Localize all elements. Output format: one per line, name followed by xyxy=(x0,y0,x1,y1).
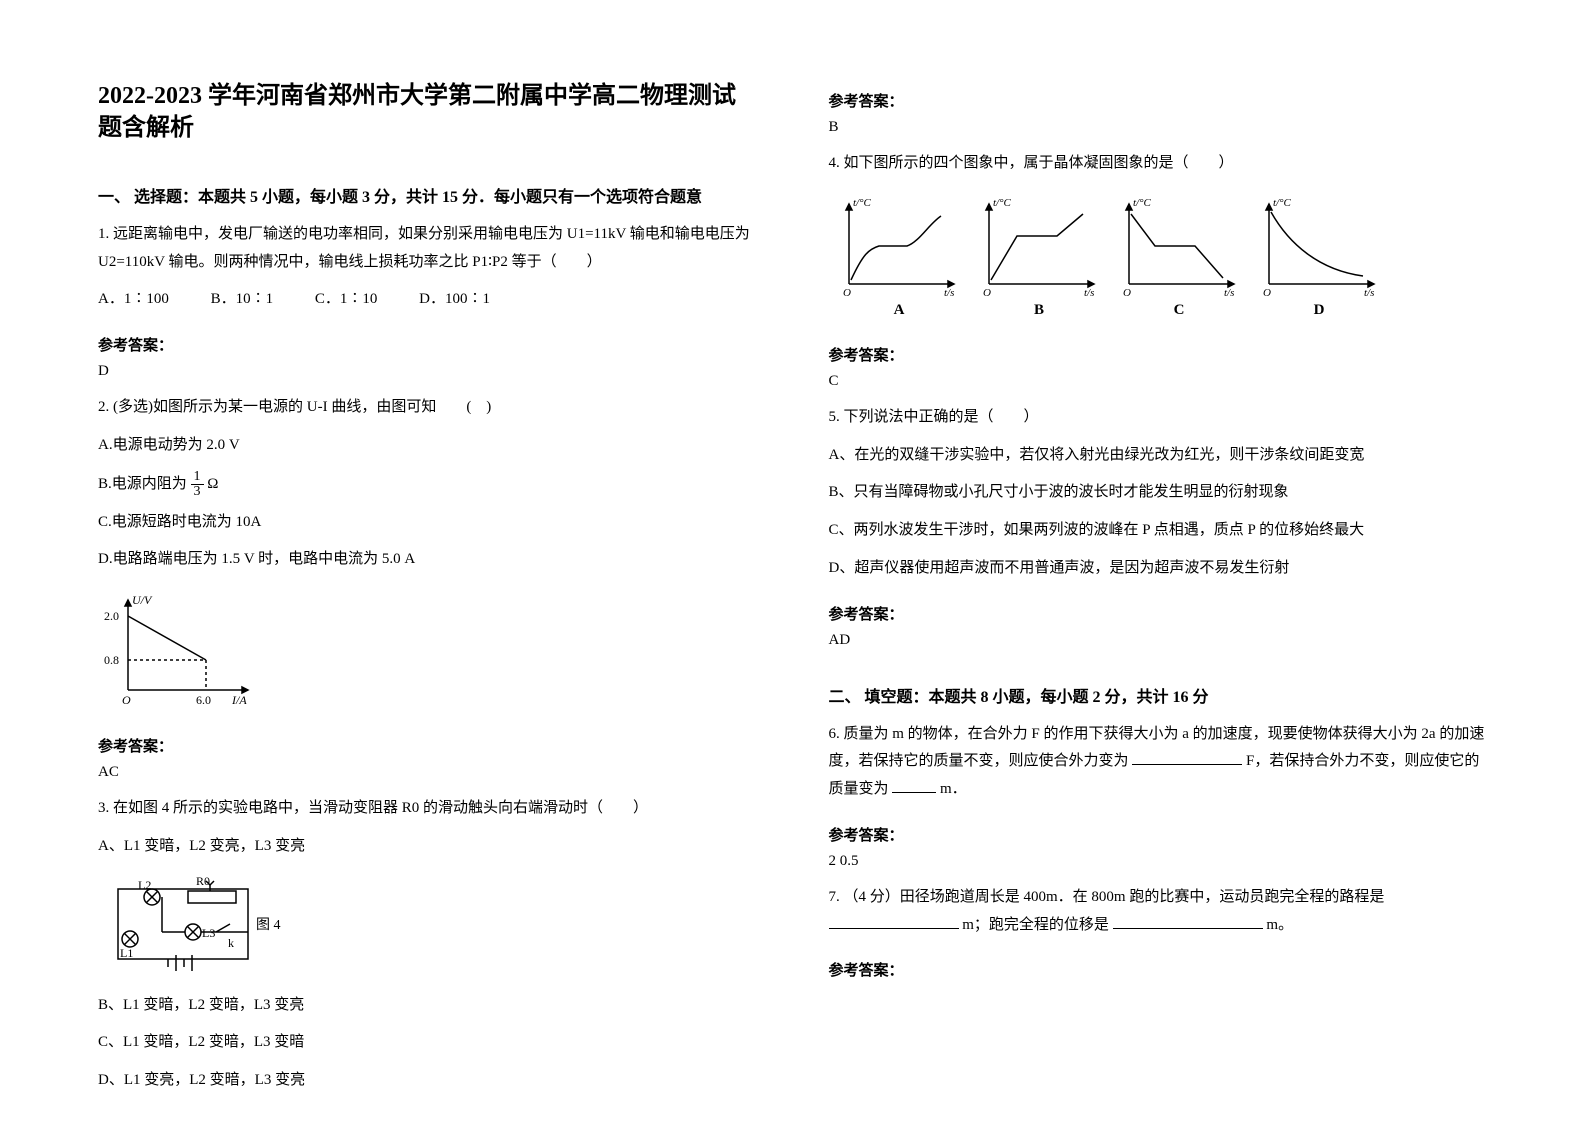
q2-graph: 2.0 0.8 O 6.0 I/A U/V xyxy=(98,590,759,715)
q7-post: m。 xyxy=(1266,917,1293,933)
q2-opt-a: A.电源电动势为 2.0 V xyxy=(98,432,759,460)
q1-options: A．1∶100 B．10∶1 C．1∶10 D．100∶1 xyxy=(98,286,759,314)
svg-text:t/°C: t/°C xyxy=(853,197,872,209)
q7-stem: 7. （4 分）田径场跑道周长是 400m．在 800m 跑的比赛中，运动员跑完… xyxy=(829,884,1490,940)
svg-text:t/s: t/s xyxy=(1084,287,1094,299)
q1-opt-a: A．1∶100 xyxy=(98,291,169,307)
svg-text:t/s: t/s xyxy=(944,287,954,299)
q2-opt-d: D.电路路端电压为 1.5 V 时，电路中电流为 5.0 A xyxy=(98,546,759,574)
q4-panels: t/°Ct/sO t/°Ct/sO t/°Ct/sO t/°Ct/sO A B … xyxy=(829,194,1490,324)
xtick-6: 6.0 xyxy=(196,693,211,707)
q1-opt-c: C．1∶10 xyxy=(315,291,378,307)
q2-answer: AC xyxy=(98,764,759,781)
ytick-2: 2.0 xyxy=(104,609,119,623)
q5-opt-c: C、两列水波发生干涉时，如果两列波的波峰在 P 点相遇，质点 P 的位移始终最大 xyxy=(829,517,1490,545)
q4-stem: 4. 如下图所示的四个图象中，属于晶体凝固图象的是（ ） xyxy=(829,150,1490,178)
svg-text:t/°C: t/°C xyxy=(1273,197,1292,209)
q6-answer: 2 0.5 xyxy=(829,853,1490,870)
q2-opt-c: C.电源短路时电流为 10A xyxy=(98,509,759,537)
q6-stem: 6. 质量为 m 的物体，在合外力 F 的作用下获得大小为 a 的加速度，现要使… xyxy=(829,721,1490,804)
svg-text:t/°C: t/°C xyxy=(1133,197,1152,209)
q1-answer-label: 参考答案： xyxy=(98,334,759,355)
q5-stem: 5. 下列说法中正确的是（ ） xyxy=(829,404,1490,432)
lbl-l3: L3 xyxy=(202,926,215,940)
q3-circuit: L1 L2 L3 R0 k 图 4 xyxy=(98,877,759,982)
svg-text:O: O xyxy=(843,287,851,299)
q7-mid: m；跑完全程的位移是 xyxy=(962,917,1109,933)
q2-answer-label: 参考答案： xyxy=(98,735,759,756)
q3-opt-a: A、L1 变暗，L2 变亮，L3 变亮 xyxy=(98,833,759,861)
q1-stem: 1. 远距离输电中，发电厂输送的电功率相同，如果分别采用输电电压为 U1=11k… xyxy=(98,221,759,277)
lbl-k: k xyxy=(228,936,234,950)
q5-opt-b: B、只有当障碍物或小孔尺寸小于波的波长时才能发生明显的衍射现象 xyxy=(829,479,1490,507)
origin-o: O xyxy=(122,693,131,707)
section-2-header: 二、 填空题：本题共 8 小题，每小题 2 分，共计 16 分 xyxy=(829,683,1490,707)
svg-text:t/°C: t/°C xyxy=(993,197,1012,209)
svg-text:t/s: t/s xyxy=(1364,287,1374,299)
doc-title: 2022-2023 学年河南省郑州市大学第二附属中学高二物理测试题含解析 xyxy=(98,80,759,145)
q5-opt-a: A、在光的双缝干涉实验中，若仅将入射光由绿光改为红光，则干涉条纹间距变宽 xyxy=(829,442,1490,470)
q3-answer-label: 参考答案： xyxy=(829,90,1490,111)
svg-text:O: O xyxy=(1123,287,1131,299)
q7-blank-2 xyxy=(1113,914,1263,929)
q3-answer: B xyxy=(829,119,1490,136)
q2-opt-b: B.电源内阻为 13 Ω xyxy=(98,470,759,499)
panel-a: A xyxy=(893,302,904,318)
svg-text:t/s: t/s xyxy=(1224,287,1234,299)
q6-blank-1 xyxy=(1132,750,1242,765)
ylabel: U/V xyxy=(132,593,153,607)
ytick-08: 0.8 xyxy=(104,653,119,667)
q3-opt-c: C、L1 变暗，L2 变暗，L3 变暗 xyxy=(98,1029,759,1057)
lbl-fig4: 图 4 xyxy=(256,918,281,933)
panel-d: D xyxy=(1313,302,1324,318)
left-column: 2022-2023 学年河南省郑州市大学第二附属中学高二物理测试题含解析 一、 … xyxy=(98,80,759,1042)
q7-answer-label: 参考答案： xyxy=(829,959,1490,980)
q1-opt-b: B．10∶1 xyxy=(211,291,274,307)
panel-b: B xyxy=(1033,302,1043,318)
q6-blank-2 xyxy=(892,778,936,793)
fraction-icon: 13 xyxy=(191,470,204,499)
q3-opt-b: B、L1 变暗，L2 变暗，L3 变亮 xyxy=(98,992,759,1020)
q5-answer: AD xyxy=(829,632,1490,649)
q4-answer: C xyxy=(829,373,1490,390)
q5-opt-d: D、超声仪器使用超声波而不用普通声波，是因为超声波不易发生衍射 xyxy=(829,555,1490,583)
q7-pre: 7. （4 分）田径场跑道周长是 400m．在 800m 跑的比赛中，运动员跑完… xyxy=(829,889,1385,905)
q1-answer: D xyxy=(98,363,759,380)
q3-opt-d: D、L1 变亮，L2 变暗，L3 变亮 xyxy=(98,1067,759,1095)
right-column: 参考答案： B 4. 如下图所示的四个图象中，属于晶体凝固图象的是（ ） xyxy=(829,80,1490,1042)
q2-opt-b-post: Ω xyxy=(207,475,218,491)
xlabel: I/A xyxy=(231,693,247,707)
lbl-l1: L1 xyxy=(120,946,133,960)
q2-opt-b-pre: B.电源内阻为 xyxy=(98,475,187,491)
q1-opt-d: D．100∶1 xyxy=(419,291,490,307)
panel-c: C xyxy=(1173,302,1184,318)
q4-answer-label: 参考答案： xyxy=(829,344,1490,365)
q6-post: m． xyxy=(940,781,967,797)
q5-answer-label: 参考答案： xyxy=(829,603,1490,624)
lbl-l2: L2 xyxy=(138,878,151,892)
q7-blank-1 xyxy=(829,914,959,929)
q2-stem: 2. (多选)如图所示为某一电源的 U-I 曲线，由图可知 ( ) xyxy=(98,394,759,422)
q6-answer-label: 参考答案： xyxy=(829,824,1490,845)
section-1-header: 一、 选择题：本题共 5 小题，每小题 3 分，共计 15 分．每小题只有一个选… xyxy=(98,183,759,207)
lbl-r0: R0 xyxy=(196,877,210,888)
svg-text:O: O xyxy=(983,287,991,299)
svg-text:O: O xyxy=(1263,287,1271,299)
q3-stem: 3. 在如图 4 所示的实验电路中，当滑动变阻器 R0 的滑动触头向右端滑动时（… xyxy=(98,795,759,823)
